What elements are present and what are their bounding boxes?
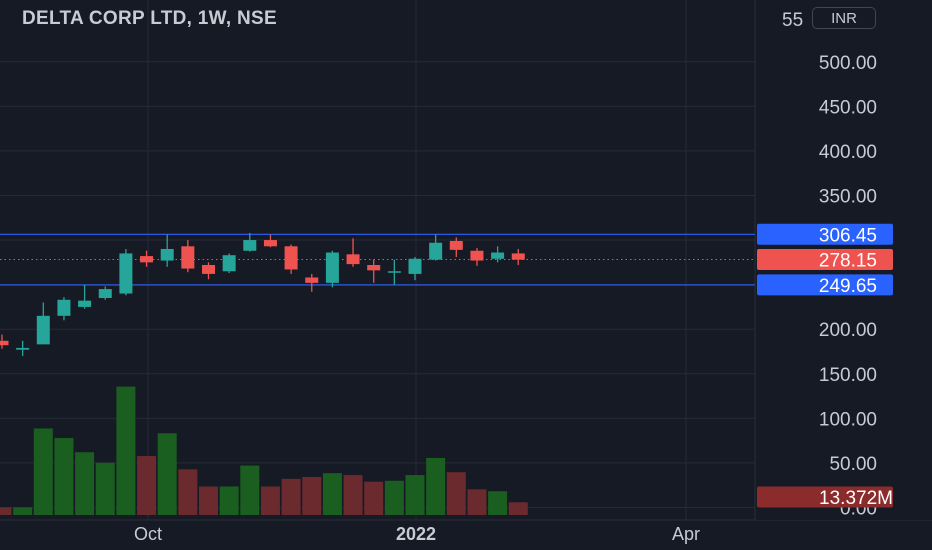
volume-bar bbox=[13, 507, 33, 515]
candle-body bbox=[408, 258, 422, 274]
candle-body bbox=[16, 347, 30, 350]
volume-bar bbox=[384, 480, 404, 515]
volume-bar bbox=[178, 469, 198, 515]
price-label-text: 278.15 bbox=[819, 251, 877, 272]
volume-bar bbox=[0, 507, 12, 515]
volume-bar bbox=[116, 386, 136, 515]
price-tick-label: 350.00 bbox=[819, 186, 877, 207]
price-tick-label: 200.00 bbox=[819, 320, 877, 341]
candle-body bbox=[222, 255, 236, 272]
candle-body bbox=[284, 246, 298, 270]
volume-bar bbox=[260, 486, 280, 515]
candle-body bbox=[243, 240, 257, 251]
volume-bar bbox=[426, 457, 446, 515]
volume-bar bbox=[302, 476, 322, 515]
price-tick-label: 50.00 bbox=[829, 454, 877, 475]
candle-body bbox=[140, 256, 154, 263]
candle-body bbox=[449, 240, 463, 250]
price-tick-label: 500.00 bbox=[819, 53, 877, 74]
price-tick-label: 55 bbox=[782, 10, 803, 31]
candle-body bbox=[346, 254, 360, 265]
price-label-text: 249.65 bbox=[819, 276, 877, 297]
price-label-badge bbox=[757, 223, 893, 245]
volume-bar bbox=[54, 437, 74, 515]
time-tick-label: 2022 bbox=[396, 524, 436, 544]
candle-body bbox=[57, 299, 71, 316]
price-tick-label: 400.00 bbox=[819, 142, 877, 163]
candle-body bbox=[181, 246, 195, 269]
price-tick-label: 450.00 bbox=[819, 97, 877, 118]
volume-bar bbox=[219, 486, 239, 515]
volume-bar bbox=[157, 433, 177, 515]
price-label-text: 306.45 bbox=[819, 225, 877, 246]
candle-body bbox=[36, 315, 50, 345]
volume-bar bbox=[199, 486, 218, 515]
candle-body bbox=[160, 248, 174, 261]
candle-body bbox=[98, 289, 112, 298]
time-tick-label: Oct bbox=[134, 524, 162, 544]
price-tick-label: 100.00 bbox=[819, 409, 877, 430]
price-label-badge bbox=[757, 249, 893, 271]
candle-body bbox=[367, 265, 381, 271]
candle-body bbox=[263, 240, 277, 247]
candle-body bbox=[202, 265, 215, 274]
volume-bar bbox=[137, 456, 157, 515]
candle-body bbox=[470, 250, 484, 261]
volume-bar bbox=[364, 481, 384, 515]
candle-body bbox=[387, 271, 401, 273]
volume-bar bbox=[508, 502, 528, 515]
volume-bar bbox=[322, 473, 342, 515]
volume-bar bbox=[75, 452, 95, 515]
price-tick-label: 150.00 bbox=[819, 365, 877, 386]
currency-button[interactable]: INR bbox=[812, 7, 876, 29]
time-tick-label: Apr bbox=[672, 524, 700, 544]
price-label-badge bbox=[757, 274, 893, 296]
volume-bar bbox=[488, 491, 508, 515]
volume-bar bbox=[405, 475, 425, 515]
candle-body bbox=[511, 253, 525, 260]
candle-body bbox=[0, 340, 9, 346]
candle-body bbox=[119, 253, 133, 294]
candle-body bbox=[325, 252, 339, 283]
volume-bar bbox=[240, 465, 260, 515]
candle-body bbox=[491, 252, 505, 259]
price-label-badge bbox=[757, 486, 893, 508]
volume-bar bbox=[95, 462, 115, 515]
price-label-text: 13.372M bbox=[819, 488, 893, 509]
volume-bar bbox=[281, 478, 301, 515]
volume-bar bbox=[446, 472, 466, 515]
volume-bar bbox=[343, 475, 363, 515]
volume-bar bbox=[33, 428, 53, 515]
candle-body bbox=[429, 242, 443, 260]
chart-title: DELTA CORP LTD, 1W, NSE bbox=[22, 8, 277, 29]
candle-body bbox=[305, 277, 319, 283]
candle-body bbox=[78, 300, 92, 307]
volume-bar bbox=[467, 489, 487, 515]
